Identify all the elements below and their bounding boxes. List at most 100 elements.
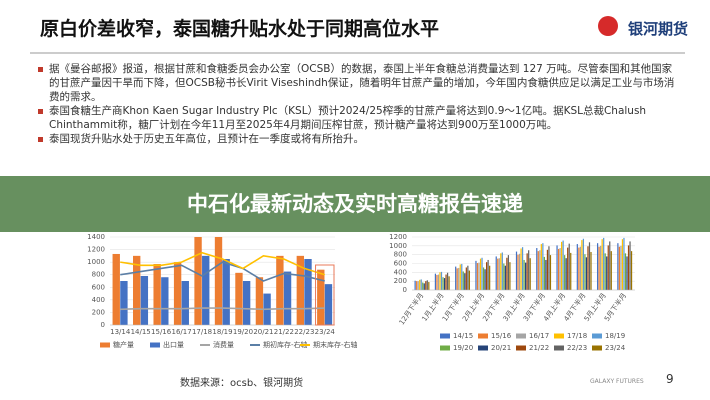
y-tick-label: 200 xyxy=(394,277,407,285)
x-tick-label: 18/19 xyxy=(212,328,232,336)
bar xyxy=(419,279,421,290)
x-tick-label: 20/21 xyxy=(253,328,273,336)
bar xyxy=(461,263,463,290)
bar xyxy=(567,247,569,290)
bar xyxy=(442,277,444,290)
legend-swatch xyxy=(516,345,526,351)
y-tick-label: 400 xyxy=(394,268,407,276)
highlight-box xyxy=(315,264,335,326)
y-tick-label: 600 xyxy=(92,283,105,291)
bar xyxy=(509,262,511,290)
bar xyxy=(235,272,243,325)
y-tick-label: 800 xyxy=(394,251,407,259)
bar xyxy=(529,258,531,290)
bar xyxy=(481,257,483,290)
bar xyxy=(445,274,447,290)
bullet: 据《曼谷邮报》报道，根据甘蔗和食糖委员会办公室（OCSB）的数据，泰国上半年食糖… xyxy=(38,62,678,104)
bar xyxy=(610,251,612,290)
bar xyxy=(607,245,609,290)
bar xyxy=(623,237,625,290)
bar xyxy=(440,271,443,290)
bar xyxy=(525,262,527,290)
bar xyxy=(627,245,630,290)
legend-label: 15/16 xyxy=(491,332,512,340)
bar xyxy=(443,278,446,290)
y-tick-label: 0 xyxy=(403,286,407,294)
x-tick-label: 14/15 xyxy=(131,328,151,336)
bar xyxy=(464,273,466,290)
bar xyxy=(476,263,479,290)
bar xyxy=(568,243,570,290)
bar xyxy=(161,277,169,325)
x-tick-label: 17/18 xyxy=(192,328,212,336)
bar xyxy=(559,248,561,290)
bar xyxy=(465,267,467,290)
bar xyxy=(495,256,497,290)
bar xyxy=(629,241,631,290)
bar xyxy=(439,272,441,290)
bar xyxy=(140,275,149,325)
bar xyxy=(489,265,491,290)
legend-swatch xyxy=(150,342,160,348)
bar xyxy=(417,281,419,290)
bar xyxy=(504,265,506,290)
bar xyxy=(626,256,628,290)
bar xyxy=(425,281,427,290)
banner: 中石化最新动态及实时高糖报告速递 xyxy=(0,176,710,232)
line-series xyxy=(120,251,326,276)
bar xyxy=(503,263,505,290)
legend-swatch xyxy=(554,345,564,351)
bar xyxy=(506,257,508,290)
logo: 银河期货 xyxy=(627,20,688,38)
bar xyxy=(120,281,128,325)
bar xyxy=(414,280,416,290)
legend-swatch xyxy=(516,333,526,339)
bar xyxy=(475,260,477,290)
bar xyxy=(617,243,619,290)
bar xyxy=(317,269,325,325)
bar xyxy=(517,254,519,290)
bar xyxy=(630,251,633,290)
bar xyxy=(620,245,622,290)
bar xyxy=(324,284,333,325)
legend-label: 出口量 xyxy=(163,340,184,349)
bar xyxy=(304,259,312,325)
bar xyxy=(588,242,591,290)
bar xyxy=(540,244,542,290)
bar xyxy=(536,248,538,290)
bar xyxy=(518,253,521,290)
bar xyxy=(462,271,464,290)
bar xyxy=(618,246,621,290)
bar xyxy=(181,281,189,325)
bar xyxy=(507,255,510,290)
bar xyxy=(598,246,600,290)
divider xyxy=(30,52,685,54)
legend-label: 22/23 xyxy=(567,344,587,352)
legend-label: 16/17 xyxy=(529,332,549,340)
bar xyxy=(539,250,541,290)
bar xyxy=(434,273,437,290)
logo-icon xyxy=(598,16,618,36)
bar xyxy=(255,277,264,325)
bar xyxy=(556,245,558,290)
source-note: 数据来源：ocsb、银河期货 xyxy=(180,378,304,389)
legend-label: 19/20 xyxy=(453,344,473,352)
bar xyxy=(456,268,458,290)
bar xyxy=(485,262,488,290)
legend-swatch xyxy=(440,333,450,339)
line-series xyxy=(120,307,325,311)
x-tick-label: 16/17 xyxy=(171,328,191,336)
bar xyxy=(604,253,606,290)
bar xyxy=(565,258,567,290)
bullet: 泰国现货升贴水处于历史五年高位，且预计在一季度或将有所抬升。 xyxy=(38,132,678,146)
bar xyxy=(484,269,486,290)
bar xyxy=(546,249,549,290)
legend-swatch xyxy=(592,333,602,339)
bar xyxy=(585,257,588,290)
bullet-list: 据《曼谷邮报》报道，根据甘蔗和食糖委员会办公室（OCSB）的数据，泰国上半年食糖… xyxy=(38,62,678,146)
legend-swatch xyxy=(554,333,564,339)
bar xyxy=(112,253,120,325)
legend-swatch xyxy=(478,333,488,339)
legend-label: 期初库存-右轴 xyxy=(263,340,308,349)
legend-swatch xyxy=(478,345,488,351)
